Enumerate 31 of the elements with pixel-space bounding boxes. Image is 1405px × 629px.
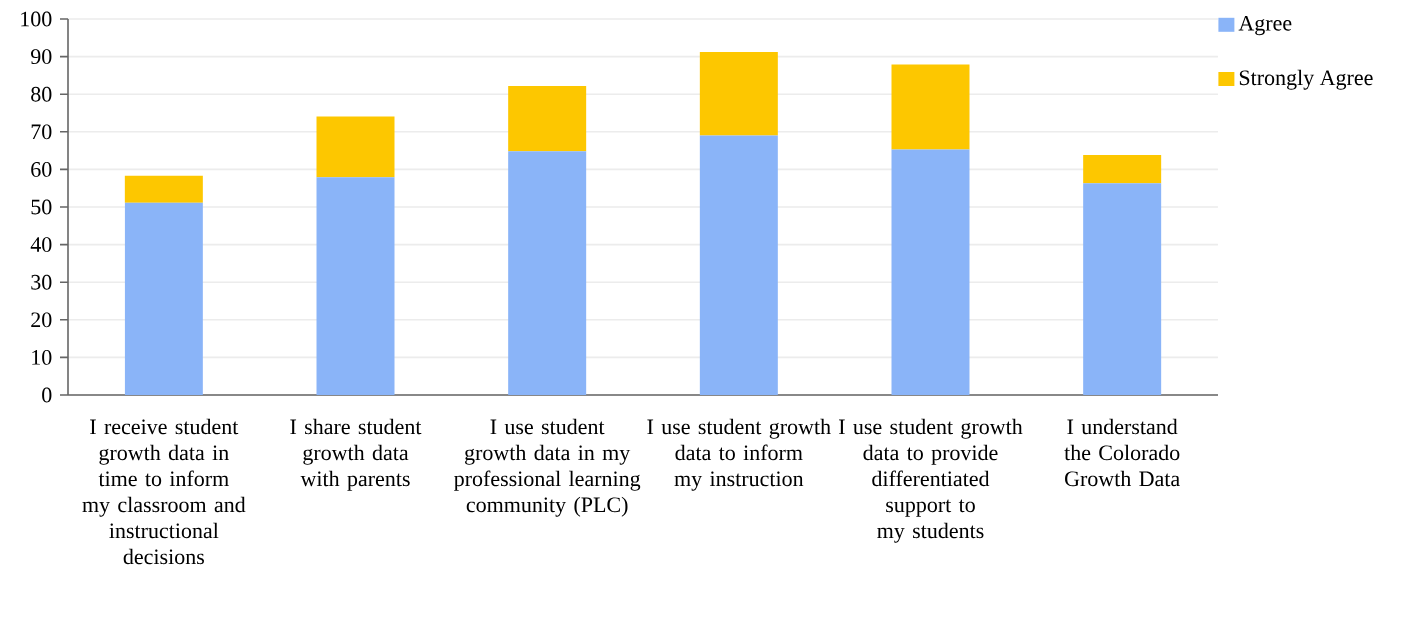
legend-label: Agree (1238, 15, 1292, 36)
y-tick-label: 80 (31, 86, 52, 102)
y-tick-label: 20 (31, 312, 52, 328)
x-tick-label: I use student growth data to provide differentiated support to my students (839, 418, 1023, 543)
x-tick-label: I receive student growth data in time to inform my classroom and instructional decisions (82, 418, 246, 565)
y-tick-label: 90 (30, 49, 52, 65)
x-tick-label: I share student growth data with parents (290, 418, 422, 491)
bar (891, 149, 970, 395)
y-tick-label: 100 (21, 11, 52, 27)
bar (508, 85, 587, 152)
x-tick-label: I use student growth data to inform my instruction (647, 418, 831, 491)
bar (316, 116, 395, 178)
y-tick-label: 10 (32, 350, 52, 365)
bar (699, 135, 778, 395)
bar (699, 52, 778, 136)
x-tick-label: I understand the Colorado Growth Data (1064, 418, 1180, 487)
bar (124, 202, 203, 395)
legend-label: Strongly Agree (1239, 69, 1373, 90)
x-tick-label: I use student growth data in my professional learning community (PLC) (454, 418, 641, 517)
y-tick-label: 60 (31, 162, 52, 177)
bar (124, 175, 203, 203)
y-tick-label: 40 (30, 237, 52, 253)
y-tick-label: 0 (42, 387, 52, 403)
bar (891, 64, 970, 150)
y-tick-label: 50 (31, 199, 52, 215)
bar (508, 151, 587, 395)
bar (316, 177, 395, 395)
y-tick-label: 70 (31, 124, 52, 140)
bar (1083, 183, 1162, 395)
y-tick-label: 30 (31, 274, 52, 290)
bar (1083, 155, 1162, 184)
